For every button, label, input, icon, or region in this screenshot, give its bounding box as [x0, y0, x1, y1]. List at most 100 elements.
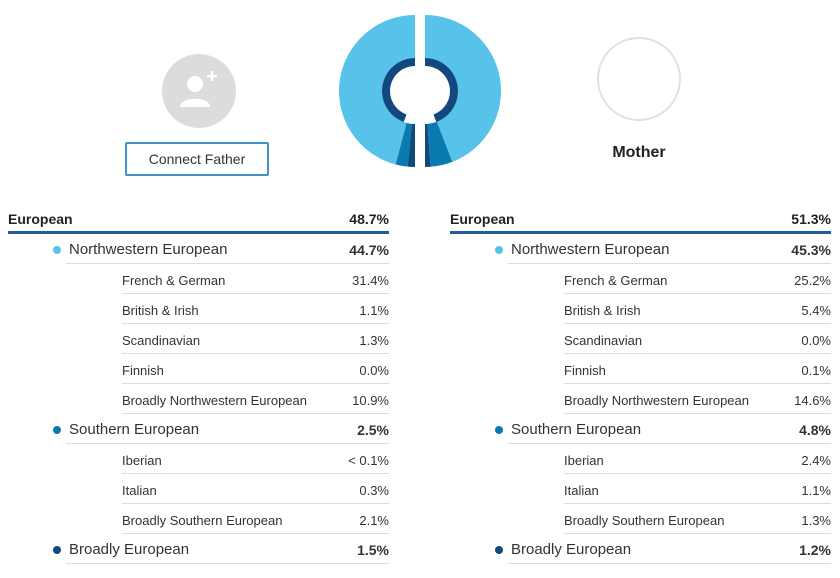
subregion-label: Broadly Northwestern European: [564, 393, 749, 408]
row-divider: [564, 323, 831, 324]
row-divider: [122, 413, 389, 414]
subregion-percent: 2.1%: [359, 513, 389, 528]
subregion-row[interactable]: British & Irish 5.4%: [450, 294, 831, 324]
region-row[interactable]: Northwestern European 44.7%: [8, 234, 389, 264]
row-divider: [564, 383, 831, 384]
row-divider: [66, 443, 389, 444]
subregion-label: French & German: [564, 273, 668, 288]
subregion-row[interactable]: Broadly Southern European 2.1%: [8, 504, 389, 534]
subregion-percent: 10.9%: [352, 393, 389, 408]
subregion-percent: 1.1%: [359, 303, 389, 318]
region-label: Southern European: [69, 421, 200, 438]
category-percent: 51.3%: [791, 211, 831, 227]
connect-father-button[interactable]: Connect Father: [125, 142, 269, 176]
legend-dot-icon: [53, 546, 61, 554]
subregion-percent: 5.4%: [801, 303, 831, 318]
subregion-row[interactable]: Broadly Northwestern European 10.9%: [8, 384, 389, 414]
category-label: European: [8, 211, 73, 227]
subregion-row[interactable]: Iberian < 0.1%: [8, 444, 389, 474]
subregion-row[interactable]: Iberian 2.4%: [450, 444, 831, 474]
donut-slice-father-1: [395, 122, 412, 167]
row-divider: [66, 563, 389, 564]
subregion-percent: 0.0%: [359, 363, 389, 378]
region-percent: 1.2%: [799, 542, 831, 558]
region-label: Broadly European: [69, 541, 190, 558]
legend-dot-icon: [53, 426, 61, 434]
category-header-row[interactable]: European 48.7%: [8, 209, 389, 234]
region-row[interactable]: Broadly European 1.5%: [8, 534, 389, 564]
region-percent: 45.3%: [791, 242, 831, 258]
subregion-percent: < 0.1%: [348, 453, 389, 468]
row-divider: [508, 563, 831, 564]
donut-slice-father-0: [339, 15, 415, 165]
row-divider: [66, 263, 389, 264]
row-divider: [508, 443, 831, 444]
add-person-icon: [180, 71, 217, 107]
subregion-row[interactable]: Scandinavian 0.0%: [450, 324, 831, 354]
subregion-row[interactable]: British & Irish 1.1%: [8, 294, 389, 324]
region-label: Southern European: [511, 421, 642, 438]
row-divider: [564, 503, 831, 504]
subregion-label: Iberian: [122, 453, 162, 468]
subregion-label: Broadly Southern European: [564, 513, 725, 528]
region-row[interactable]: Broadly European 1.2%: [450, 534, 831, 564]
donut-slice-mother-2: [425, 123, 431, 167]
subregion-percent: 14.6%: [794, 393, 831, 408]
subregion-percent: 1.3%: [359, 333, 389, 348]
region-percent: 1.5%: [357, 542, 389, 558]
mother-label: Mother: [612, 144, 666, 161]
subregion-row[interactable]: Finnish 0.1%: [450, 354, 831, 384]
subregion-label: Broadly Northwestern European: [122, 393, 307, 408]
subregion-percent: 2.4%: [801, 453, 831, 468]
subregion-row[interactable]: French & German 25.2%: [450, 264, 831, 294]
subregion-label: Italian: [564, 483, 599, 498]
subregion-label: Iberian: [564, 453, 604, 468]
legend-dot-icon: [495, 546, 503, 554]
father-avatar[interactable]: [162, 54, 236, 128]
category-percent: 48.7%: [349, 211, 389, 227]
donut-slice-mother-1: [427, 121, 453, 167]
subregion-row[interactable]: Italian 0.3%: [8, 474, 389, 504]
subregion-label: Finnish: [564, 363, 606, 378]
category-header-row[interactable]: European 51.3%: [450, 209, 831, 234]
subregion-percent: 0.1%: [801, 363, 831, 378]
subregion-label: Scandinavian: [122, 333, 201, 348]
row-divider: [564, 353, 831, 354]
row-divider: [564, 533, 831, 534]
legend-dot-icon: [495, 246, 503, 254]
subregion-label: French & German: [122, 273, 226, 288]
subregion-percent: 0.3%: [359, 483, 389, 498]
mother-avatar[interactable]: [597, 37, 681, 121]
row-divider: [122, 533, 389, 534]
subregion-row[interactable]: Broadly Southern European 1.3%: [450, 504, 831, 534]
row-divider: [122, 323, 389, 324]
subregion-row[interactable]: French & German 31.4%: [8, 264, 389, 294]
region-label: Northwestern European: [69, 241, 228, 258]
ancestry-split-donut: [339, 15, 501, 167]
row-divider: [508, 263, 831, 264]
subregion-row[interactable]: Finnish 0.0%: [8, 354, 389, 384]
subregion-percent: 0.0%: [801, 333, 831, 348]
subregion-label: Italian: [122, 483, 157, 498]
row-divider: [122, 293, 389, 294]
region-row[interactable]: Northwestern European 45.3%: [450, 234, 831, 264]
father-ancestry-table: European 48.7% Northwestern European 44.7% F…: [8, 209, 389, 564]
subregion-row[interactable]: Italian 1.1%: [450, 474, 831, 504]
row-divider: [564, 293, 831, 294]
subregion-label: British & Irish: [564, 303, 641, 318]
region-percent: 44.7%: [349, 242, 389, 258]
row-divider: [122, 383, 389, 384]
region-label: Northwestern European: [511, 241, 670, 258]
region-label: Broadly European: [511, 541, 632, 558]
donut-inner-ring-mother: [425, 58, 459, 123]
row-divider: [122, 503, 389, 504]
region-percent: 2.5%: [357, 422, 389, 438]
subregion-row[interactable]: Broadly Northwestern European 14.6%: [450, 384, 831, 414]
donut-slice-father-2: [407, 123, 415, 167]
subregion-row[interactable]: Scandinavian 1.3%: [8, 324, 389, 354]
subregion-percent: 25.2%: [794, 273, 831, 288]
region-row[interactable]: Southern European 4.8%: [450, 414, 831, 444]
row-divider: [122, 353, 389, 354]
region-row[interactable]: Southern European 2.5%: [8, 414, 389, 444]
row-divider: [122, 473, 389, 474]
